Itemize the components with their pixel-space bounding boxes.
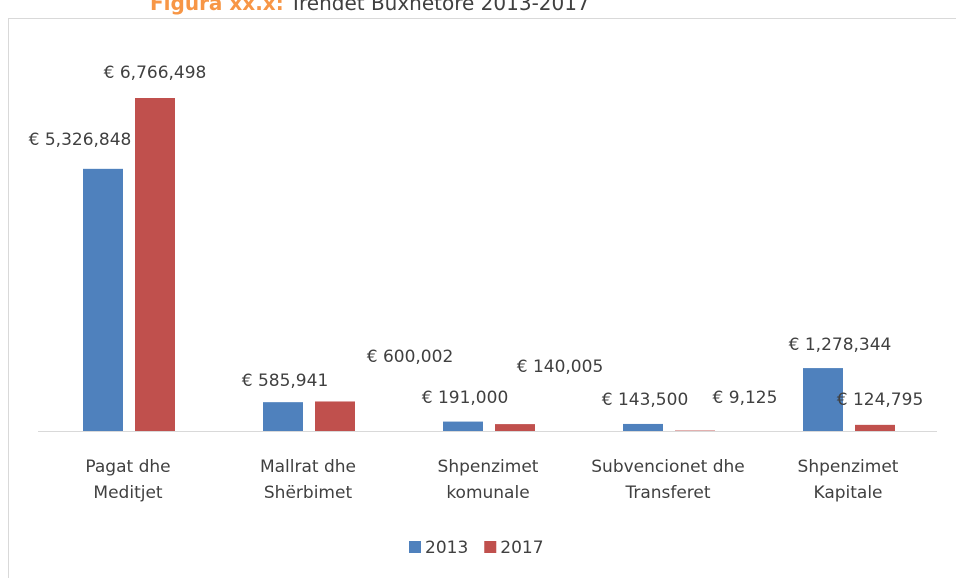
data-label: € 143,500 bbox=[602, 390, 689, 410]
data-label: € 6,766,498 bbox=[104, 63, 207, 83]
bar bbox=[135, 98, 175, 431]
legend-swatch bbox=[409, 541, 421, 553]
x-tick-label: Subvencionet dhe bbox=[591, 457, 744, 477]
data-label: € 5,326,848 bbox=[29, 130, 132, 150]
data-label: € 9,125 bbox=[713, 388, 778, 408]
x-tick-label: Shpenzimet bbox=[798, 457, 899, 477]
bar bbox=[315, 401, 355, 431]
x-tick-label: Transferet bbox=[624, 483, 710, 503]
legend-swatch bbox=[484, 541, 497, 553]
bar bbox=[495, 424, 535, 431]
bar bbox=[263, 402, 303, 431]
x-tick-label: Mallrat dhe bbox=[260, 457, 356, 477]
x-tick-label: Pagat dhe bbox=[85, 457, 170, 477]
bar bbox=[83, 168, 123, 432]
x-tick-label: Shpenzimet bbox=[438, 457, 539, 477]
data-label: € 124,795 bbox=[837, 390, 924, 410]
bar bbox=[803, 368, 843, 431]
data-label: € 140,005 bbox=[517, 357, 604, 377]
legend-label: 2017 bbox=[500, 538, 543, 558]
x-tick-label: Shërbimet bbox=[264, 483, 353, 503]
title-text: Trendet Buxhetore 2013-2017 bbox=[289, 0, 590, 15]
bar bbox=[623, 423, 663, 431]
data-label: € 585,941 bbox=[242, 371, 329, 391]
x-tick-label: Kapitale bbox=[813, 483, 882, 503]
chart-title: Figura xx.x: Trendet Buxhetore 2013-2017 bbox=[150, 0, 590, 15]
bar bbox=[855, 424, 895, 431]
title-prefix: Figura xx.x: bbox=[150, 0, 284, 15]
data-label: € 600,002 bbox=[367, 347, 454, 367]
data-label: € 1,278,344 bbox=[789, 335, 892, 355]
data-label: € 191,000 bbox=[422, 388, 509, 408]
x-tick-label: Meditjet bbox=[93, 483, 162, 503]
legend-label: 2013 bbox=[425, 538, 468, 558]
x-tick-label: komunale bbox=[446, 483, 529, 503]
bar bbox=[443, 421, 483, 431]
